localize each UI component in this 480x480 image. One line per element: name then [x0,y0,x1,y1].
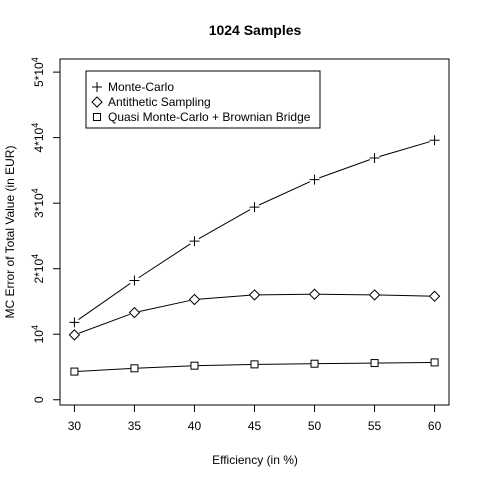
data-point-square [70,367,79,376]
x-tick-label: 50 [308,419,322,433]
series-line-segment [258,363,311,365]
legend-label: Antithetic Sampling [108,95,211,109]
legend-marker-plus [92,82,102,92]
y-tick-exponent: 4 [30,254,40,259]
legend-label: Quasi Monte-Carlo + Brownian Bridge [108,110,311,124]
x-tick-label: 30 [68,419,82,433]
legend-label: Monte-Carlo [108,80,174,94]
chart-title: 1024 Samples [209,22,302,38]
series-line-segment [199,294,250,300]
y-tick-exponent: 4 [30,188,40,193]
x-tick-label: 40 [188,419,202,433]
x-tick-label: 55 [368,419,382,433]
x-tick-label: 35 [128,419,142,433]
series-line-segment [379,141,430,158]
data-point-square [250,360,259,369]
data-point-plus [369,152,380,163]
legend-item: Quasi Monte-Carlo + Brownian Bridge [93,110,311,124]
y-tick-mantissa: 10 [32,330,46,344]
data-point-square [190,361,199,370]
series-line-segment [78,368,131,372]
series-line-segment [378,361,431,364]
legend-box [85,70,321,129]
series-line-segment [258,181,311,206]
series-line-segment [198,363,251,367]
y-tick-label: 104 [30,325,46,343]
y-tick-mantissa: 2*10 [32,259,46,284]
series-line-segment [318,362,371,365]
series-line-segment [259,293,310,296]
series-line-segment [78,313,130,334]
y-tick-mantissa: 3*10 [32,193,46,218]
y-axis-label: MC Error of Total Value (in EUR) [3,146,17,319]
x-axis: 30 35 40 45 50 55 60 [68,404,442,433]
y-tick-exponent: 4 [30,57,40,62]
y-tick-mantissa: 5*10 [32,62,46,87]
y-tick-exponent: 4 [30,325,40,330]
y-tick-mantissa: 4*10 [32,127,46,152]
y-tick-label: 5*104 [30,57,46,87]
data-point-square [310,359,319,368]
data-point-square [130,364,139,373]
y-tick-exponent: 4 [30,123,40,128]
y-tick-label: 4*104 [30,123,46,153]
data-point-square [370,359,379,368]
data-point-plus [309,174,320,185]
data-point-plus [69,317,80,328]
data-point-diamond [248,289,261,301]
series-line-segment [138,365,191,369]
series-diamond [68,288,441,341]
data-point-diamond [128,306,141,319]
series-square [70,358,439,376]
series-line-segment [379,294,430,297]
x-tick-label: 45 [248,419,262,433]
data-point-diamond [428,290,441,302]
data-point-plus [249,202,260,213]
data-point-diamond [368,289,381,301]
data-point-square [430,358,439,367]
x-axis-label: Efficiency (in %) [212,453,298,467]
series-line-segment [139,300,190,313]
x-tick-label: 60 [428,419,442,433]
series-line-segment [138,243,191,279]
data-point-plus [189,236,200,247]
legend-marker-diamond [91,96,103,108]
legend-marker-square [93,113,101,121]
series-line-segment [78,282,131,320]
series-line-segment [319,293,370,296]
data-point-diamond [308,288,321,300]
series-line-segment [319,159,371,179]
y-tick-label: 0 [32,396,46,403]
y-tick-mantissa: 0 [32,396,46,403]
series-plus [69,135,440,328]
y-tick-label: 2*104 [30,254,46,284]
series-line-segment [198,209,251,240]
data-point-diamond [68,329,81,341]
legend-item: Monte-Carlo [92,80,174,94]
y-tick-label: 3*104 [30,188,46,218]
data-point-plus [429,135,440,146]
data-point-diamond [188,293,201,306]
data-point-plus [129,275,140,286]
legend-item: Antithetic Sampling [91,95,211,109]
series-layer [68,135,441,376]
